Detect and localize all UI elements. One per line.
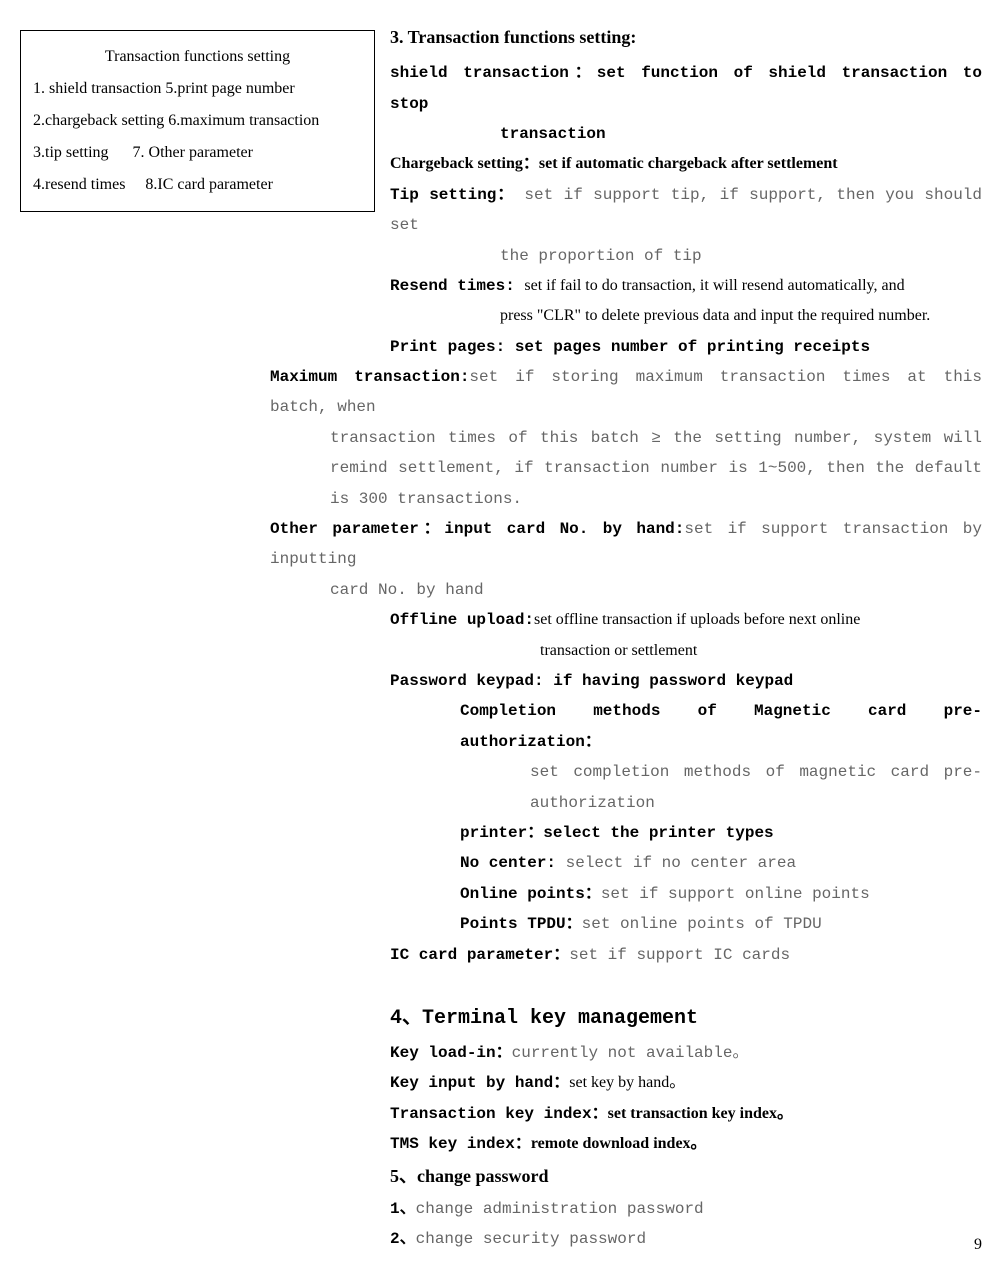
printer: printer：select the printer types	[390, 818, 982, 848]
offline-text: set offline transaction if uploads befor…	[534, 611, 860, 628]
tmskey-label: TMS key index：	[390, 1135, 531, 1153]
nocenter-text: select if no center area	[566, 854, 796, 872]
no-center: No center: select if no center area	[390, 848, 982, 878]
password-keypad: Password keypad: if having password keyp…	[390, 666, 982, 696]
points-tpdu: Points TPDU：set online points of TPDU	[390, 909, 982, 939]
change-password-1: 1、change administration password	[390, 1194, 982, 1224]
offline-upload: Offline upload:set offline transaction i…	[390, 605, 982, 635]
menu-box: Transaction functions setting 1. shield …	[20, 30, 375, 212]
sub-content: Offline upload:set offline transaction i…	[390, 605, 982, 1254]
key-load-in: Key load-in：currently not available。	[390, 1038, 982, 1068]
nocenter-label: No center:	[460, 854, 566, 872]
keyhand-text: set key by hand。	[569, 1074, 685, 1091]
box-line: 4.resend times 8.IC card parameter	[33, 169, 362, 201]
shield-transaction-cont: transaction	[390, 119, 982, 149]
box-line: 1. shield transaction 5.print page numbe…	[33, 73, 362, 105]
section-5-heading: 5、change password	[390, 1159, 982, 1193]
main-content: 3. Transaction functions setting: shield…	[390, 20, 982, 362]
shield-transaction: shield transaction：set function of shiel…	[390, 58, 982, 119]
tpdu-text: set online points of TPDU	[582, 915, 822, 933]
ic-card-parameter: IC card parameter：set if support IC card…	[390, 940, 982, 970]
keyhand-label: Key input by hand：	[390, 1074, 569, 1092]
keyload-text: currently not available。	[512, 1044, 749, 1062]
completion-label: Completion methods of Magnetic card pre-…	[390, 696, 982, 757]
max-cont: transaction times of this batch ≥ the se…	[270, 423, 982, 514]
max-label: Maximum transaction:	[270, 368, 469, 386]
change-password-2: 2、change security password	[390, 1224, 982, 1254]
chargeback-setting: Chargeback setting：set if automatic char…	[390, 149, 982, 179]
completion-text: set completion methods of magnetic card …	[390, 757, 982, 818]
resend-label: Resend times:	[390, 277, 524, 295]
online-label: Online points：	[460, 885, 601, 903]
box-title: Transaction functions setting	[33, 41, 362, 73]
offline-label: Offline upload:	[390, 611, 534, 629]
section-3-heading: 3. Transaction functions setting:	[390, 20, 982, 54]
section-4-heading: 4、Terminal key management	[390, 1000, 982, 1038]
box-line: 2.chargeback setting 6.maximum transacti…	[33, 105, 362, 137]
keyload-label: Key load-in：	[390, 1044, 512, 1062]
cp1-text: change administration password	[416, 1200, 704, 1218]
ic-label: IC card parameter：	[390, 946, 569, 964]
resend-cont: press "CLR" to delete previous data and …	[390, 301, 982, 331]
maximum-transaction: Maximum transaction:set if storing maxim…	[270, 362, 982, 423]
online-points: Online points：set if support online poin…	[390, 879, 982, 909]
other-parameter: Other parameter：input card No. by hand:s…	[270, 514, 982, 575]
transaction-key-index: Transaction key index：set transaction ke…	[390, 1099, 982, 1129]
ic-text: set if support IC cards	[569, 946, 790, 964]
other-label: Other parameter：input card No. by hand:	[270, 520, 684, 538]
resend-text: set if fail to do transaction, it will r…	[524, 277, 904, 294]
txnkey-label: Transaction key index：	[390, 1105, 608, 1123]
wide-content: Maximum transaction:set if storing maxim…	[270, 362, 982, 605]
tip-label: Tip setting：	[390, 186, 514, 204]
tip-setting: Tip setting： set if support tip, if supp…	[390, 180, 982, 241]
tip-cont: the proportion of tip	[390, 241, 982, 271]
other-cont: card No. by hand	[270, 575, 982, 605]
tmskey-text: remote download index。	[531, 1135, 707, 1152]
page-number: 9	[974, 1230, 982, 1260]
key-input-hand: Key input by hand：set key by hand。	[390, 1068, 982, 1098]
cp2-label: 2、	[390, 1230, 416, 1248]
resend-times: Resend times: set if fail to do transact…	[390, 271, 982, 301]
cp2-text: change security password	[416, 1230, 646, 1248]
print-pages: Print pages: set pages number of printin…	[390, 332, 982, 362]
tpdu-label: Points TPDU：	[460, 915, 582, 933]
offline-cont: transaction or settlement	[390, 636, 982, 666]
cp1-label: 1、	[390, 1200, 416, 1218]
txnkey-text: set transaction key index。	[608, 1105, 793, 1122]
box-line: 3.tip setting 7. Other parameter	[33, 137, 362, 169]
online-text: set if support online points	[601, 885, 870, 903]
tms-key-index: TMS key index：remote download index。	[390, 1129, 982, 1159]
